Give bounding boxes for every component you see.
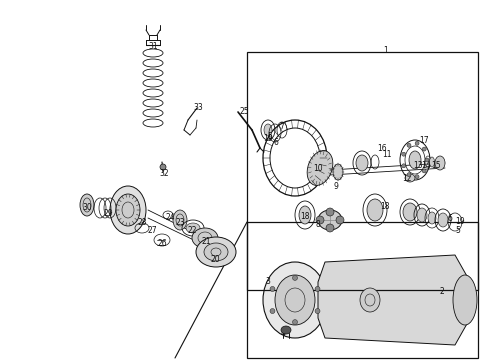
Circle shape [415, 141, 419, 145]
Text: 18: 18 [300, 212, 310, 220]
Ellipse shape [356, 155, 368, 171]
Circle shape [422, 147, 426, 151]
Text: 14: 14 [421, 161, 431, 170]
Ellipse shape [196, 237, 236, 267]
Circle shape [407, 173, 411, 177]
Ellipse shape [264, 124, 272, 136]
Bar [247, 52, 478, 290]
Ellipse shape [281, 326, 291, 334]
Ellipse shape [204, 243, 228, 261]
Ellipse shape [333, 164, 343, 180]
Text: 32: 32 [159, 168, 169, 177]
Bar [247, 222, 478, 358]
Circle shape [336, 216, 344, 224]
Ellipse shape [275, 275, 315, 325]
Circle shape [270, 309, 275, 314]
Text: 15: 15 [431, 161, 441, 170]
Ellipse shape [263, 262, 327, 338]
Text: 19: 19 [263, 134, 273, 143]
Circle shape [415, 175, 419, 179]
Ellipse shape [430, 157, 435, 167]
Ellipse shape [186, 223, 200, 233]
Circle shape [270, 287, 275, 292]
Ellipse shape [428, 212, 436, 224]
Ellipse shape [80, 194, 94, 216]
Ellipse shape [435, 156, 445, 170]
Text: 7: 7 [280, 122, 284, 131]
Text: 1: 1 [384, 45, 389, 54]
Text: 20: 20 [210, 256, 220, 265]
Ellipse shape [438, 213, 448, 227]
Text: 3: 3 [266, 278, 270, 287]
Ellipse shape [360, 288, 380, 312]
Text: 5: 5 [268, 131, 272, 140]
Text: 6: 6 [447, 213, 452, 222]
Text: 26: 26 [157, 239, 167, 248]
Text: 27: 27 [147, 225, 157, 234]
Text: 25: 25 [239, 107, 249, 116]
Circle shape [326, 224, 334, 232]
Text: 21: 21 [201, 238, 211, 247]
Text: 23: 23 [175, 217, 185, 226]
Text: 33: 33 [193, 103, 203, 112]
Text: 31: 31 [148, 41, 158, 50]
Text: 10: 10 [313, 163, 323, 172]
Ellipse shape [417, 208, 427, 222]
Text: 30: 30 [82, 202, 92, 212]
Text: 18: 18 [380, 202, 390, 211]
Text: 9: 9 [334, 181, 339, 190]
Circle shape [315, 309, 320, 314]
Ellipse shape [403, 203, 417, 221]
Ellipse shape [453, 275, 477, 325]
Circle shape [316, 216, 324, 224]
Ellipse shape [299, 206, 311, 224]
Circle shape [293, 275, 297, 280]
Ellipse shape [318, 210, 342, 230]
Circle shape [160, 164, 166, 170]
Text: 17: 17 [419, 135, 429, 144]
Circle shape [293, 320, 297, 325]
Polygon shape [318, 255, 468, 345]
Text: 28: 28 [137, 217, 147, 226]
Text: 8: 8 [316, 220, 320, 229]
Circle shape [422, 169, 426, 173]
Ellipse shape [192, 228, 218, 248]
Circle shape [425, 158, 429, 162]
Circle shape [402, 152, 406, 156]
Text: 13: 13 [413, 161, 423, 170]
Ellipse shape [367, 199, 383, 221]
Text: 29: 29 [103, 208, 113, 217]
Ellipse shape [110, 186, 146, 234]
Text: 16: 16 [377, 144, 387, 153]
Text: 4: 4 [281, 329, 286, 338]
Ellipse shape [405, 174, 415, 182]
Circle shape [315, 287, 320, 292]
Ellipse shape [173, 210, 187, 230]
Text: 6: 6 [273, 138, 278, 147]
Text: 5: 5 [456, 225, 461, 234]
Circle shape [402, 164, 406, 168]
Ellipse shape [307, 150, 333, 185]
Text: 11: 11 [382, 149, 392, 158]
Ellipse shape [116, 194, 140, 226]
Circle shape [407, 143, 411, 147]
Text: 24: 24 [165, 212, 175, 221]
Text: 2: 2 [440, 288, 444, 297]
Circle shape [326, 208, 334, 216]
Text: 12: 12 [402, 174, 412, 183]
Text: 19: 19 [455, 216, 465, 225]
Text: 22: 22 [187, 225, 197, 234]
Ellipse shape [409, 151, 421, 169]
